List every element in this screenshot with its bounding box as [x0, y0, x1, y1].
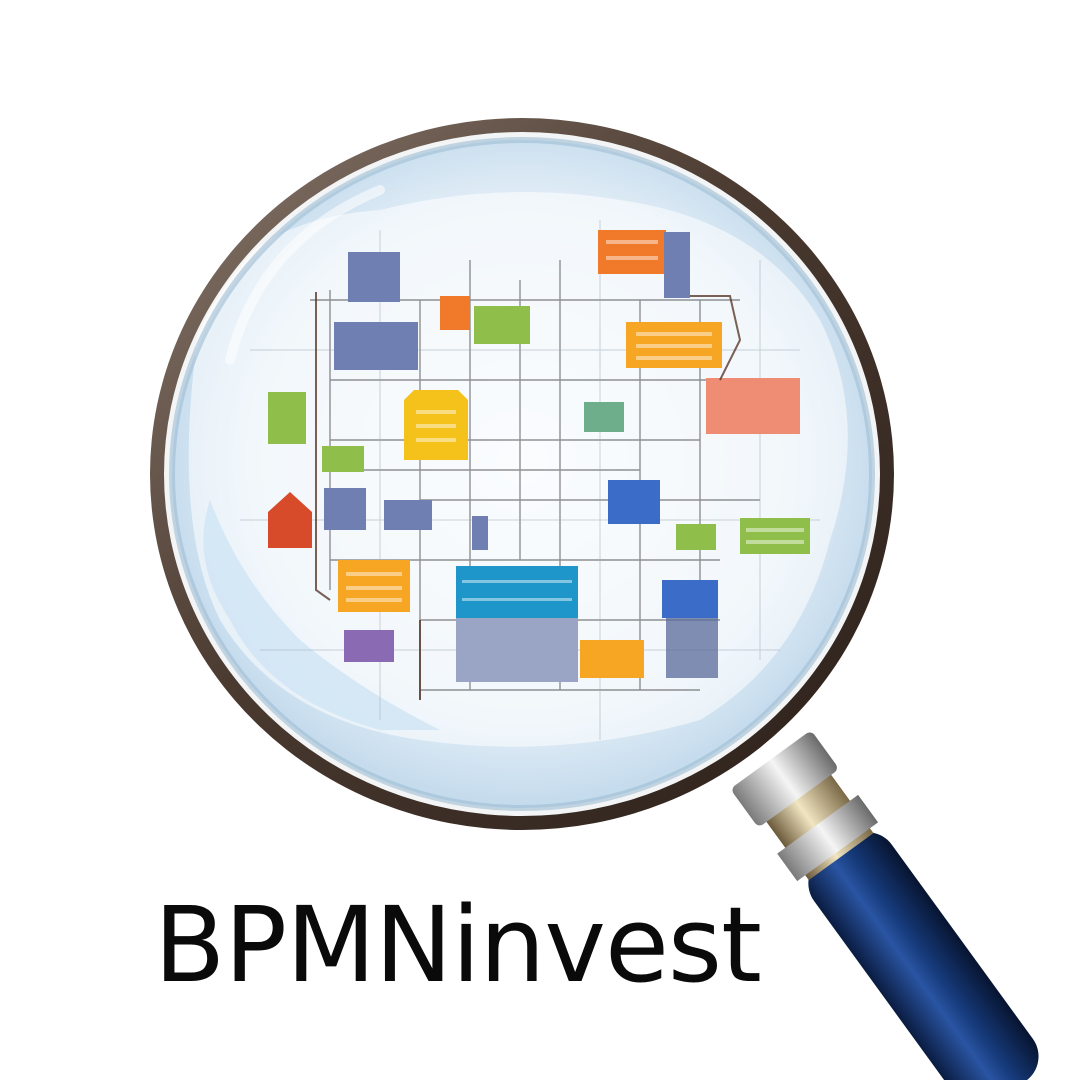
brand-wordmark: BPMNinvest	[154, 884, 762, 1006]
process-map-icon	[188, 185, 848, 747]
handle	[732, 732, 1039, 1080]
